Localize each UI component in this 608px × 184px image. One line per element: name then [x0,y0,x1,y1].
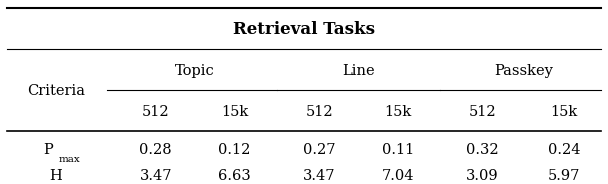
Text: Line: Line [342,64,375,78]
Text: 512: 512 [142,105,170,119]
Text: 5.97: 5.97 [548,169,581,183]
Text: 0.24: 0.24 [548,143,581,157]
Text: 512: 512 [469,105,496,119]
Text: 0.12: 0.12 [218,143,250,157]
Text: 7.04: 7.04 [382,169,414,183]
Text: 15k: 15k [221,105,248,119]
Text: 3.09: 3.09 [466,169,499,183]
Text: max: max [59,155,81,164]
Text: Retrieval Tasks: Retrieval Tasks [233,21,375,38]
Text: 0.27: 0.27 [303,143,336,157]
Text: H: H [49,169,62,183]
Text: 3.47: 3.47 [303,169,336,183]
Text: 0.11: 0.11 [382,143,414,157]
Text: 0.32: 0.32 [466,143,499,157]
Text: Topic: Topic [175,64,215,78]
Text: 3.47: 3.47 [139,169,172,183]
Text: 0.28: 0.28 [139,143,172,157]
Text: Passkey: Passkey [494,64,553,78]
Text: Criteria: Criteria [27,84,85,98]
Text: 15k: 15k [384,105,412,119]
Text: 15k: 15k [551,105,578,119]
Text: 6.63: 6.63 [218,169,250,183]
Text: P: P [43,143,53,157]
Text: 512: 512 [305,105,333,119]
